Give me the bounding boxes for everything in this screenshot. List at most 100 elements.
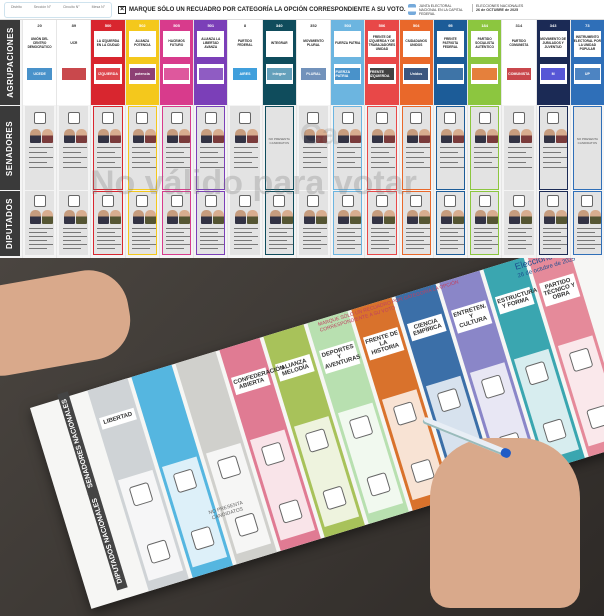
candidate-name-line — [405, 147, 430, 149]
senadores-checkbox[interactable] — [341, 112, 354, 124]
diputados-checkbox[interactable] — [239, 195, 252, 207]
candidate-name-line — [131, 240, 150, 242]
senadores-checkbox[interactable] — [102, 112, 115, 124]
party-number: 73 — [585, 23, 590, 28]
party-column: 95 FRENTE PATRIOTA FEDERAL — [432, 20, 468, 258]
ballot-image: Distrito Sección N° Circuito N° Mesa N° … — [0, 0, 604, 258]
diputados-cell — [93, 191, 123, 255]
candidate-name-line — [371, 167, 396, 169]
candidate-name-line — [302, 167, 327, 169]
diputados-checkbox[interactable] — [102, 195, 115, 207]
senadores-checkbox[interactable] — [136, 112, 149, 124]
diputados-checkbox[interactable] — [547, 195, 560, 207]
party-logo: AIRES — [231, 64, 259, 84]
candidate-photo — [521, 129, 533, 143]
diputados-checkbox[interactable] — [204, 195, 217, 207]
candidate-name-line — [165, 152, 184, 154]
candidate-name-line — [474, 162, 493, 164]
candidate-name-line — [200, 244, 225, 246]
diputados-cell — [196, 191, 226, 255]
candidate-photo — [521, 210, 533, 224]
party-logo-text: UCEDE — [27, 68, 52, 80]
candidate-name-line — [97, 162, 116, 164]
senadores-checkbox[interactable] — [375, 112, 388, 124]
senadores-cell — [538, 106, 568, 190]
candidate-photo — [452, 129, 464, 143]
diputados-checkbox[interactable] — [410, 195, 423, 207]
candidate-name-line — [302, 147, 327, 149]
diputados-checkbox[interactable] — [136, 195, 149, 207]
diputados-cell — [470, 191, 500, 255]
diputados-checkbox[interactable] — [341, 195, 354, 207]
candidate-name-line — [234, 240, 253, 242]
section-label: DIPUTADOS — [5, 197, 15, 250]
candidate-photo — [418, 210, 430, 224]
photo-party-name: FRENTE DE LA HISTORIA — [362, 327, 405, 361]
senadores-cell — [367, 106, 397, 190]
diputados-checkbox[interactable] — [375, 195, 388, 207]
candidate-photo — [543, 129, 555, 143]
senadores-cell — [470, 106, 500, 190]
party-logo-text: UP — [575, 68, 600, 80]
senadores-checkbox[interactable] — [444, 112, 457, 124]
candidate-name-line — [97, 167, 122, 169]
diputados-cell — [230, 191, 260, 255]
section-label: SENADORES — [5, 120, 15, 176]
candidate-name-line — [576, 244, 601, 246]
candidate-name-line — [371, 162, 390, 164]
senadores-checkbox[interactable] — [239, 112, 252, 124]
party-name: FUERZA PATRIA — [334, 31, 362, 57]
party-column: 343 MOVIMIENTO DE JUBILADOS Y JUVENTUD M — [535, 20, 570, 258]
diputados-checkbox[interactable] — [33, 195, 46, 207]
candidate-name-line — [131, 162, 150, 164]
candidate-name-line — [474, 167, 499, 169]
senadores-checkbox[interactable] — [512, 112, 525, 124]
no-candidates: NO PRESENTA CANDIDATOS — [268, 137, 290, 145]
diputados-checkbox[interactable] — [444, 195, 457, 207]
candidate-name-line — [29, 152, 47, 154]
diputados-cell — [572, 191, 602, 255]
candidate-name-line — [200, 167, 225, 169]
party-logo — [436, 64, 465, 84]
diputados-checkbox[interactable] — [581, 195, 594, 207]
candidate-name-line — [165, 228, 190, 230]
diputados-checkbox[interactable] — [512, 195, 525, 207]
diputados-checkbox[interactable] — [273, 195, 286, 207]
senadores-cell — [59, 106, 89, 190]
senadores-checkbox[interactable] — [478, 112, 491, 124]
candidate-name-line — [302, 228, 327, 230]
senadores-checkbox[interactable] — [547, 112, 560, 124]
senadores-checkbox[interactable] — [67, 112, 80, 124]
candidate-photo — [475, 129, 487, 143]
candidate-photo — [384, 210, 396, 224]
candidate-name-line — [302, 248, 321, 250]
candidate-name-line — [97, 232, 116, 234]
senadores-checkbox[interactable] — [170, 112, 183, 124]
party-name: HACEMOS FUTURO — [162, 31, 191, 57]
candidate-name-line — [439, 147, 464, 149]
diputados-checkbox[interactable] — [67, 195, 80, 207]
party-column: 506 FRENTE DE IZQUIERDA Y DE TRABAJADORES… — [364, 20, 399, 258]
diputados-checkbox[interactable] — [478, 195, 491, 207]
senadores-checkbox[interactable] — [307, 112, 320, 124]
diputados-checkbox[interactable] — [307, 195, 320, 207]
senadores-checkbox[interactable] — [33, 112, 46, 124]
candidate-name-line — [165, 147, 190, 149]
candidate-photo — [30, 210, 41, 224]
diputados-checkbox[interactable] — [170, 195, 183, 207]
candidate-name-line — [302, 236, 327, 238]
candidate-photo — [247, 210, 259, 224]
party-logo — [197, 64, 225, 84]
candidate-photo — [487, 129, 499, 143]
candidate-name-line — [63, 228, 88, 230]
field-circuito: Circuito N° — [62, 5, 80, 9]
photo-party-name: CONFEDERACIÓN ABIERTA — [230, 365, 285, 396]
senadores-cell: NO PRESENTA CANDIDATOS — [572, 106, 602, 190]
senadores-checkbox[interactable] — [204, 112, 217, 124]
candidate-name-line — [371, 152, 390, 154]
candidate-name-line — [337, 162, 356, 164]
candidate-photo — [213, 129, 225, 143]
senadores-cell — [230, 106, 260, 190]
candidate-name-line — [302, 162, 321, 164]
senadores-checkbox[interactable] — [410, 112, 423, 124]
